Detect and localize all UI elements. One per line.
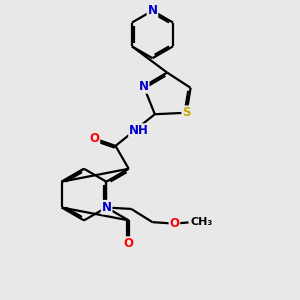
Text: N: N bbox=[102, 201, 112, 214]
Text: N: N bbox=[148, 4, 158, 17]
Text: N: N bbox=[139, 80, 149, 93]
Text: O: O bbox=[169, 217, 179, 230]
Text: NH: NH bbox=[129, 124, 149, 137]
Text: S: S bbox=[182, 106, 191, 119]
Text: O: O bbox=[124, 237, 134, 250]
Text: CH₃: CH₃ bbox=[190, 217, 213, 227]
Text: O: O bbox=[89, 132, 99, 145]
